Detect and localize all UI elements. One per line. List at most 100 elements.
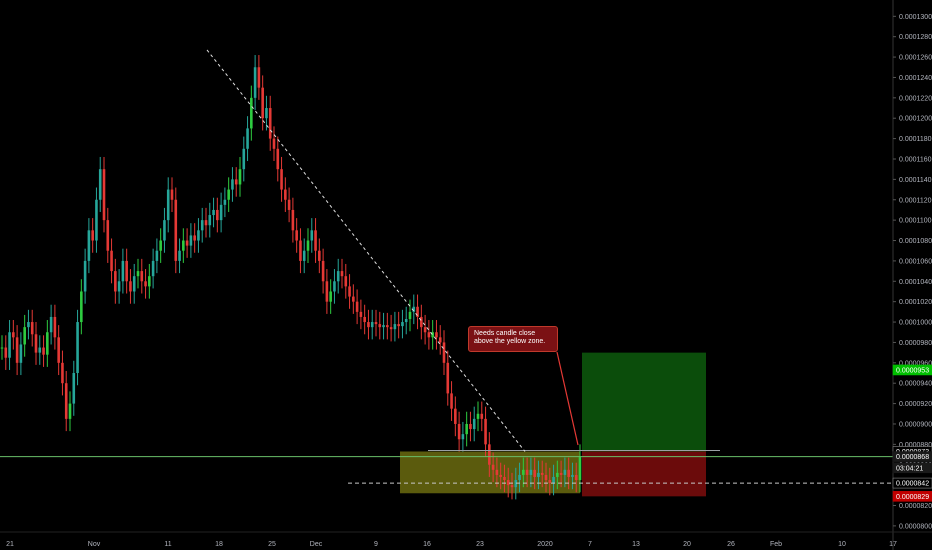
candle-body — [30, 322, 34, 335]
candle-body — [363, 316, 366, 323]
candle-body — [102, 169, 106, 221]
candle-body — [431, 332, 434, 338]
candle-body — [321, 260, 325, 282]
candle-body — [193, 235, 196, 241]
candle-body — [499, 474, 502, 477]
candle-body — [49, 316, 53, 333]
candle-body — [556, 472, 559, 477]
candle-body — [571, 474, 574, 477]
candle-body — [578, 456, 582, 481]
candle-body — [95, 199, 98, 241]
candle-body — [284, 189, 287, 200]
price-tick-label: 0.0001260 — [899, 55, 932, 62]
candle-body — [427, 332, 431, 338]
candle-body — [420, 316, 423, 328]
candle-body — [537, 472, 540, 477]
candle-body — [510, 485, 514, 488]
candle-body — [495, 469, 499, 475]
candle-body — [197, 230, 200, 241]
candles — [0, 55, 582, 500]
candle-body — [306, 240, 310, 251]
candle-body — [506, 480, 510, 486]
candle-body — [200, 220, 204, 231]
annotation-callout[interactable]: Needs candle close above the yellow zone… — [468, 326, 558, 352]
time-axis[interactable]: 21 Nov 11 18 25 Dec 9 16 23 2020 7 13 20 26 Feb 10 17 — [6, 541, 897, 548]
price-axis[interactable]: 0.0001300 0.0001280 0.0001260 0.0001240 0.00… — [893, 14, 932, 531]
price-tick-label: 0.0001180 — [899, 136, 932, 143]
price-tag-label: 0.0000868 — [896, 454, 929, 461]
candle-body — [567, 469, 570, 477]
price-tick-label: 0.0000940 — [899, 381, 932, 388]
candle-body — [253, 67, 257, 98]
candle-body — [38, 347, 42, 353]
candle-body — [91, 230, 94, 241]
candle-body — [0, 347, 4, 349]
candle-body — [423, 327, 427, 333]
price-tick-label: 0.0000900 — [899, 421, 932, 428]
price-tick-label: 0.0000880 — [899, 442, 932, 449]
candle-body — [374, 322, 378, 325]
time-tick-label: 23 — [476, 541, 484, 548]
candle-body — [80, 291, 83, 323]
candle-body — [548, 480, 552, 484]
candle-body — [155, 250, 159, 261]
candle-body — [552, 476, 555, 484]
candle-body — [559, 472, 563, 475]
price-tick-label: 0.0001280 — [899, 34, 932, 41]
candle-body — [518, 474, 521, 481]
candle-body — [83, 260, 87, 292]
price-tick-label: 0.0001120 — [899, 197, 932, 204]
candle-body — [336, 271, 340, 282]
price-tick-label: 0.0001220 — [899, 95, 932, 102]
price-tags: 0.00009530.00008730.000086803:04:210.000… — [892, 364, 932, 502]
candle-body — [314, 230, 317, 251]
candle-body — [257, 67, 261, 88]
candle-body — [491, 464, 495, 470]
time-tick-label: Feb — [770, 541, 782, 548]
price-tick-label: 0.0001160 — [899, 156, 932, 163]
candle-body — [310, 230, 314, 241]
candle-body — [261, 87, 264, 119]
candle-body — [272, 138, 276, 149]
candle-body — [355, 301, 359, 312]
candle-body — [291, 209, 295, 231]
candle-body — [64, 383, 68, 419]
candle-body — [446, 362, 450, 394]
candle-body — [287, 199, 291, 210]
candle-body — [295, 230, 298, 241]
candle-body — [450, 393, 453, 409]
candle-body — [461, 434, 465, 440]
candle-body — [280, 169, 283, 190]
candle-body — [348, 286, 351, 297]
time-tick-label: Nov — [88, 541, 101, 548]
candle-body — [238, 169, 242, 185]
candle-body — [204, 220, 208, 226]
candle-body — [359, 311, 363, 317]
candle-body — [268, 108, 272, 139]
candle-body — [522, 469, 525, 475]
candle-body — [333, 281, 336, 292]
price-tick-label: 0.0000820 — [899, 503, 932, 510]
stop-zone — [582, 451, 706, 497]
price-tick-label: 0.0001200 — [899, 116, 932, 123]
candle-body — [53, 316, 57, 338]
candle-body — [344, 276, 348, 287]
time-tick-label: 7 — [588, 541, 592, 548]
candle-body — [503, 476, 506, 481]
price-tick-label: 0.0001080 — [899, 238, 932, 245]
candle-body — [378, 324, 382, 328]
candle-body — [61, 362, 64, 384]
price-tag — [892, 477, 932, 489]
annotation-text: Needs candle close above the yellow zone… — [474, 330, 546, 345]
candle-body — [574, 474, 578, 481]
price-tick-label: 0.0001000 — [899, 320, 932, 327]
candle-body — [472, 418, 476, 430]
candle-body — [488, 444, 491, 465]
price-tick-label: 0.0000960 — [899, 360, 932, 367]
candle-body — [12, 332, 15, 338]
candle-body — [72, 373, 76, 404]
candle-body — [435, 332, 438, 338]
candle-body — [140, 271, 144, 282]
candle-body — [480, 413, 484, 419]
